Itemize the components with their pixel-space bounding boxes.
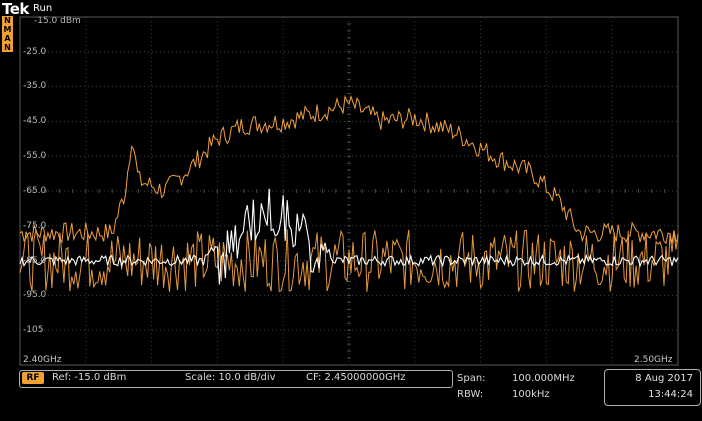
- y-tick-label: -65.0: [23, 186, 47, 196]
- span-value: 100.000MHz: [512, 373, 575, 384]
- y-tick-label: -45.0: [23, 116, 47, 126]
- date-readout: 8 Aug 2017: [635, 373, 693, 384]
- span-rbw-panel[interactable]: Span: 100.000MHz RBW: 100kHz: [452, 370, 600, 404]
- rf-badge[interactable]: RF: [22, 372, 44, 384]
- trace-flag: N: [4, 43, 11, 52]
- brand-logo: Tek: [2, 0, 29, 18]
- rbw-value: 100kHz: [512, 389, 550, 400]
- run-state-label: Run: [33, 3, 53, 14]
- trace-mode-flags: N M A N: [2, 16, 13, 52]
- start-frequency-label: 2.40GHz: [23, 355, 62, 365]
- y-tick-label: -35.0: [23, 81, 47, 91]
- center-frequency-readout: CF: 2.45000000GHz: [306, 372, 406, 383]
- scale-readout: Scale: 10.0 dB/div: [185, 372, 276, 383]
- y-tick-label: -25.0: [23, 47, 47, 57]
- rbw-label: RBW:: [457, 389, 484, 400]
- y-tick-label: -75.0: [23, 221, 47, 231]
- noise-trace: [19, 229, 679, 293]
- trace-flag: M: [3, 25, 12, 34]
- y-tick-label: -55.0: [23, 151, 47, 161]
- reference-level-label: -15.0 dBm: [34, 16, 81, 26]
- date-time-box: 8 Aug 2017 13:44:24: [604, 369, 701, 406]
- reference-level-readout: Ref: -15.0 dBm: [52, 372, 127, 383]
- time-readout: 13:44:24: [648, 389, 693, 400]
- span-label: Span:: [457, 373, 486, 384]
- y-tick-label: -85.0: [23, 256, 47, 266]
- trace-flag: A: [4, 34, 11, 43]
- signal-trace: [19, 188, 679, 285]
- max-hold-trace: [19, 94, 679, 245]
- y-tick-label: -105: [23, 325, 44, 335]
- y-tick-label: -95.0: [23, 290, 47, 300]
- rf-status-bar[interactable]: RF Ref: -15.0 dBm Scale: 10.0 dB/div CF:…: [19, 370, 453, 388]
- stop-frequency-label: 2.50GHz: [634, 355, 673, 365]
- trace-flag: N: [4, 16, 11, 25]
